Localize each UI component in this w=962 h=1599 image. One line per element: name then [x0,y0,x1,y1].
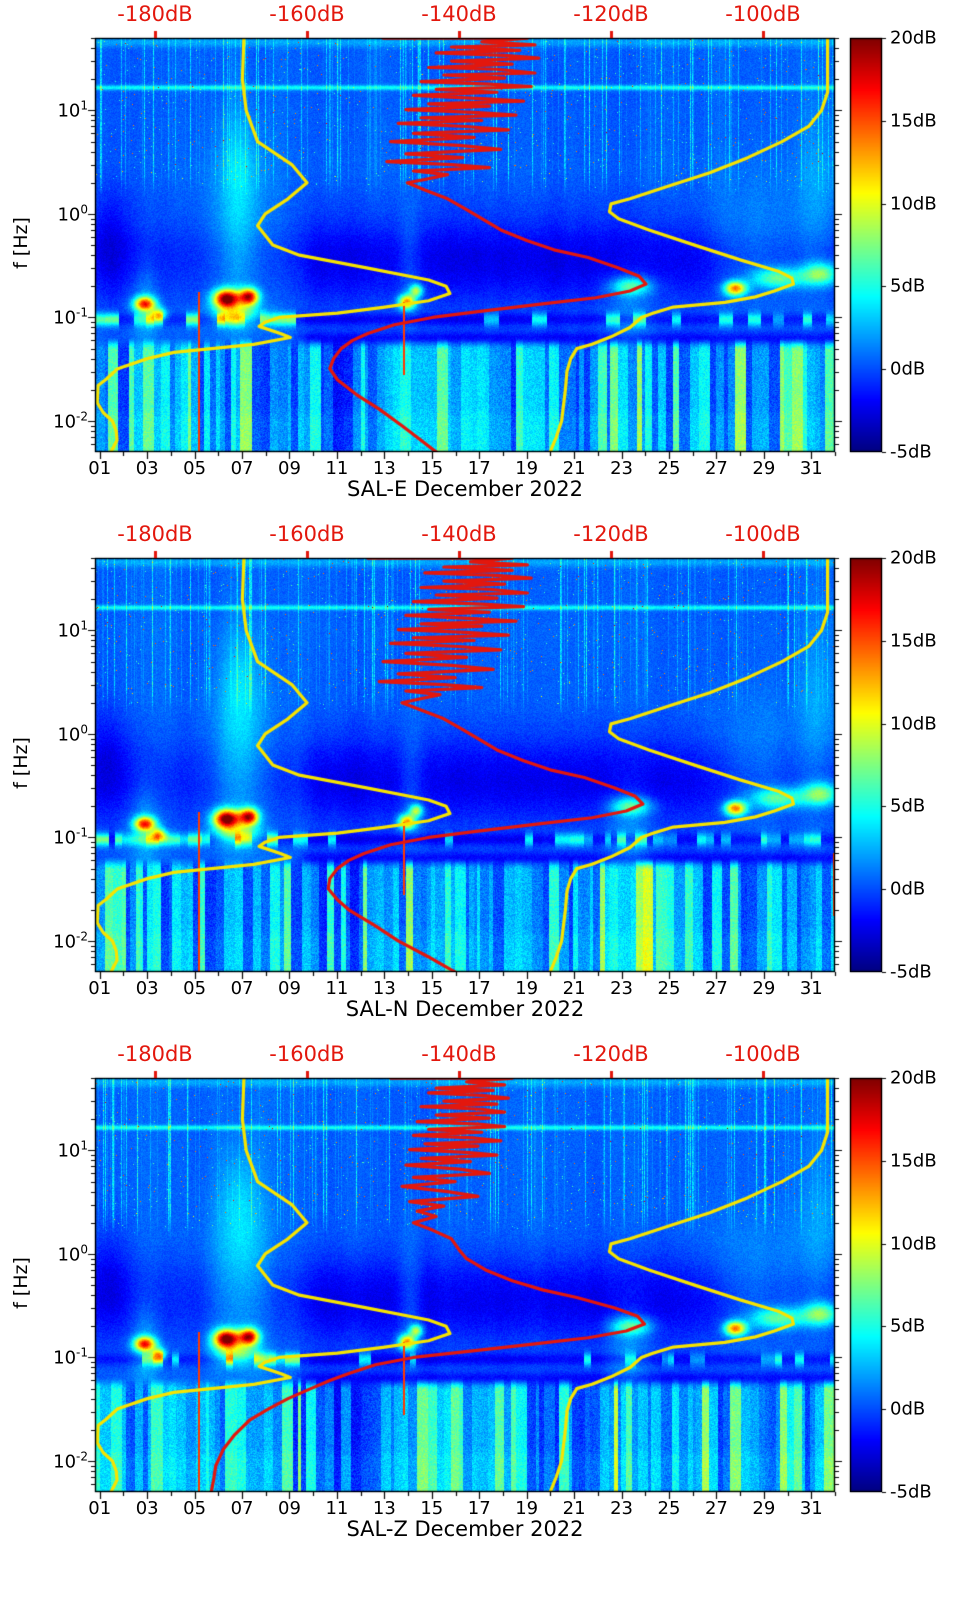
x-tick-label: 31 [799,978,823,999]
colorbar-tick-labels: 20dB 15dB 10dB 5dB 0dB -5dB [0,1040,962,1560]
colorbar-tick-label: 0dB [890,878,926,900]
colorbar-tick-label: 20dB [890,27,937,49]
colorbar-tick-label: 20dB [890,1067,937,1089]
panel-sal-e: -180dB -160dB -140dB -120dB -100dB f [Hz] 10… [0,0,962,520]
x-tick-label: 21 [562,1498,586,1519]
x-tick-label: 01 [88,978,112,999]
y-tick-label: 10-2 [53,1449,88,1473]
x-tick-label: 29 [752,978,776,999]
colorbar-tick-label: 5dB [890,795,926,817]
panel-title: SAL-E December 2022 [347,477,583,501]
x-tick-label: 13 [372,1498,396,1519]
x-tick-label: 17 [467,1498,491,1519]
x-tick-label: 23 [610,1498,633,1519]
colorbar-tick-label: 5dB [890,1315,926,1337]
x-tick-label: 23 [610,978,633,999]
colorbar-tick-labels: 20dB 15dB 10dB 5dB 0dB -5dB [0,520,962,1040]
y-tick-label: 10-2 [53,929,88,953]
x-tick-label: 13 [372,978,396,999]
x-tick-labels: 01 03 05 07 09 11 13 15 17 19 21 23 25 27 29 31 [0,458,962,480]
x-tick-label: 09 [278,978,301,999]
x-tick-label: 07 [230,1498,254,1519]
colorbar-tick-label: -5dB [890,1481,932,1503]
y-tick-label: 100 [57,1242,88,1266]
x-tick-label: 17 [467,458,491,479]
x-tick-label: 05 [183,1498,207,1519]
x-tick-labels: 01 03 05 07 09 11 13 15 17 19 21 23 25 27 29 31 [0,1498,962,1520]
x-tick-label: 21 [562,458,586,479]
x-tick-label: 19 [515,978,539,999]
y-tick-label: 101 [57,1138,88,1162]
x-tick-label: 11 [325,458,349,479]
y-tick-label: 10-2 [53,409,88,433]
colorbar-tick-label: 15dB [890,630,937,652]
x-tick-label: 13 [372,458,396,479]
colorbar-tick-label: 0dB [890,358,926,380]
y-tick-labels: 101 100 10-1 10-2 [0,1040,88,1560]
colorbar-tick-label: 10dB [890,713,937,735]
x-tick-labels: 01 03 05 07 09 11 13 15 17 19 21 23 25 27 29 31 [0,978,962,1000]
x-tick-label: 15 [420,978,444,999]
x-tick-label: 15 [420,458,444,479]
colorbar-tick-label: -5dB [890,961,932,983]
x-tick-label: 03 [135,978,159,999]
x-tick-label: 25 [657,1498,681,1519]
colorbar-tick-label: 20dB [890,547,937,569]
y-tick-label: 100 [57,202,88,226]
y-tick-label: 101 [57,98,88,122]
x-tick-label: 31 [799,1498,823,1519]
y-tick-label: 10-1 [53,825,88,849]
x-tick-label: 15 [420,1498,444,1519]
x-tick-label: 27 [704,1498,728,1519]
x-tick-label: 05 [183,978,207,999]
x-tick-label: 11 [325,978,349,999]
colorbar-tick-label: 10dB [890,1233,937,1255]
x-tick-label: 11 [325,1498,349,1519]
x-tick-label: 19 [515,458,539,479]
panel-title: SAL-N December 2022 [345,997,585,1021]
y-tick-label: 10-1 [53,305,88,329]
x-tick-label: 23 [610,458,633,479]
x-tick-label: 07 [230,978,254,999]
y-tick-label: 100 [57,722,88,746]
x-tick-label: 29 [752,458,776,479]
x-tick-label: 29 [752,1498,776,1519]
colorbar-tick-label: 0dB [890,1398,926,1420]
x-tick-label: 03 [135,1498,159,1519]
x-tick-label: 27 [704,458,728,479]
colorbar-tick-labels: 20dB 15dB 10dB 5dB 0dB -5dB [0,0,962,520]
colorbar-tick-label: 15dB [890,110,937,132]
colorbar-tick-label: 15dB [890,1150,937,1172]
x-tick-label: 09 [278,1498,301,1519]
colorbar-tick-label: -5dB [890,441,932,463]
x-tick-label: 19 [515,1498,539,1519]
panel-sal-z: -180dB -160dB -140dB -120dB -100dB f [Hz] 10… [0,1040,962,1560]
x-tick-label: 05 [183,458,207,479]
y-tick-labels: 101 100 10-1 10-2 [0,520,88,1040]
x-tick-label: 17 [467,978,491,999]
panel-sal-n: -180dB -160dB -140dB -120dB -100dB f [Hz] 10… [0,520,962,1040]
x-tick-label: 27 [704,978,728,999]
x-tick-label: 01 [88,1498,112,1519]
x-tick-label: 31 [799,458,823,479]
x-tick-label: 25 [657,978,681,999]
x-tick-label: 07 [230,458,254,479]
x-tick-label: 25 [657,458,681,479]
y-tick-label: 10-1 [53,1345,88,1369]
colorbar-tick-label: 10dB [890,193,937,215]
x-tick-label: 01 [88,458,112,479]
colorbar-tick-label: 5dB [890,275,926,297]
x-tick-label: 21 [562,978,586,999]
y-tick-label: 101 [57,618,88,642]
x-tick-label: 09 [278,458,301,479]
y-tick-labels: 101 100 10-1 10-2 [0,0,88,520]
x-tick-label: 03 [135,458,159,479]
panel-title: SAL-Z December 2022 [346,1517,584,1541]
